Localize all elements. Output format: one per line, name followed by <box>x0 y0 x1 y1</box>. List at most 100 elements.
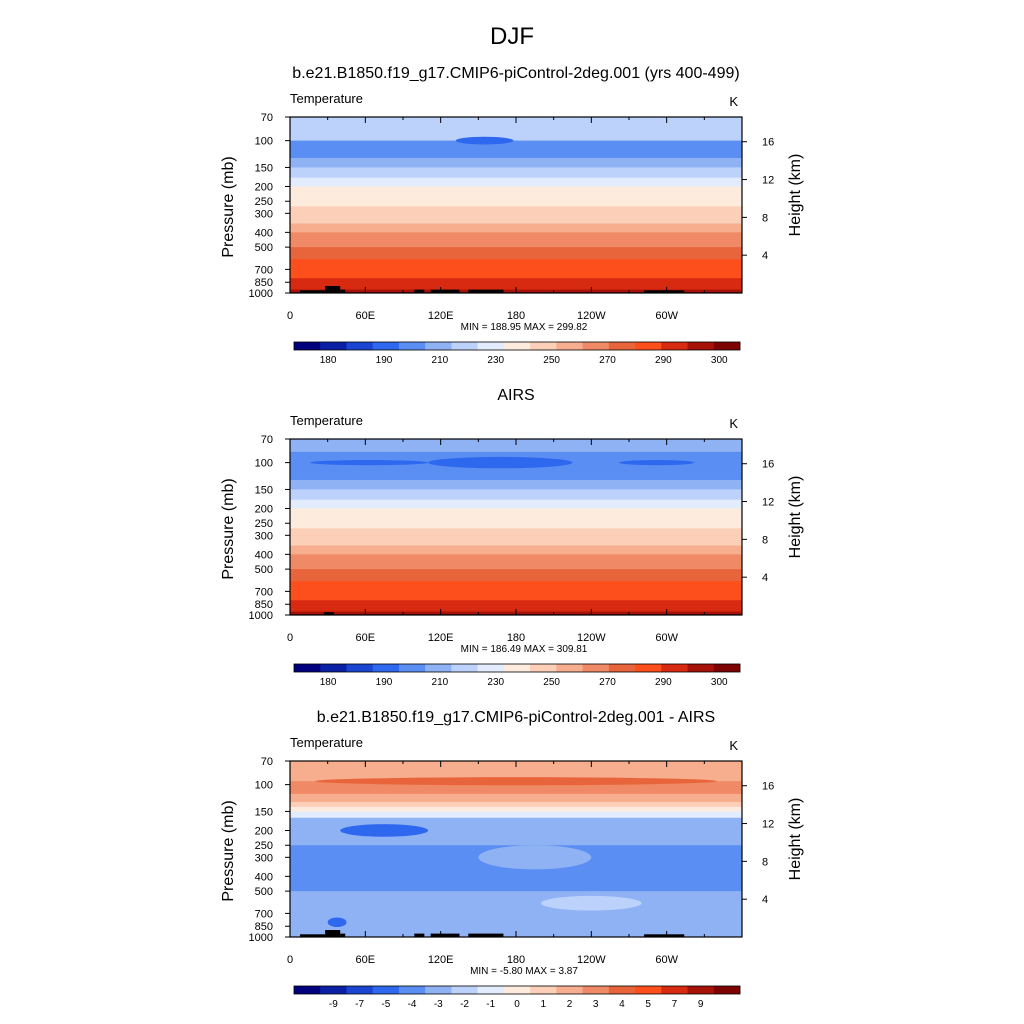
colorbar-swatch <box>372 986 400 994</box>
colorbar-label: 230 <box>487 355 504 366</box>
y-tick-label: 70 <box>261 112 273 124</box>
x-tick-label: 120E <box>428 632 454 644</box>
colorbar-swatch <box>503 664 531 672</box>
contour-band <box>290 761 742 782</box>
colorbar-label: 210 <box>432 355 449 366</box>
y-tick-label: 150 <box>255 806 273 818</box>
y-axis-label: Pressure (mb) <box>220 478 237 579</box>
colorbar-swatch <box>635 664 662 672</box>
panel-3: b.e21.B1850.f19_g17.CMIP6-piControl-2deg… <box>220 709 804 1010</box>
x-tick-label: 0 <box>287 954 293 966</box>
contour-band <box>290 811 742 819</box>
colorbar-swatch <box>346 986 374 994</box>
x-tick-label: 120W <box>577 954 606 966</box>
colorbar-label: 210 <box>432 677 449 688</box>
colorbar-swatch <box>425 342 452 350</box>
min-max-label: MIN = -5.80 MAX = 3.87 <box>470 966 578 977</box>
topography <box>644 934 685 937</box>
colorbar-label: -4 <box>408 999 417 1010</box>
colorbar-label: 300 <box>711 677 728 688</box>
topography <box>325 930 341 937</box>
units-label: K <box>729 416 738 431</box>
min-max-label: MIN = 188.95 MAX = 299.82 <box>461 322 588 333</box>
colorbar-label: 250 <box>543 355 560 366</box>
topography <box>414 289 425 293</box>
contour-feature <box>618 460 695 466</box>
topography <box>300 290 326 293</box>
colorbar-label: 270 <box>599 355 616 366</box>
x-tick-label: 120W <box>577 632 606 644</box>
y2-tick-label: 12 <box>762 175 774 187</box>
colorbar-label: 180 <box>320 677 337 688</box>
contour-band <box>290 129 742 142</box>
contour-band <box>290 186 742 200</box>
colorbar-swatch <box>608 342 636 350</box>
colorbar-frame <box>293 341 741 351</box>
colorbar-swatch <box>687 664 715 672</box>
y-tick-label: 250 <box>255 840 273 852</box>
colorbar-swatch <box>530 342 557 350</box>
contour-band <box>290 535 742 547</box>
colorbar-swatch <box>398 664 426 672</box>
contour-band <box>290 793 742 803</box>
colorbar-label: -9 <box>329 999 338 1010</box>
colorbar-label: -5 <box>381 999 390 1010</box>
contour-feature <box>327 917 347 928</box>
y-tick-label: 500 <box>255 886 273 898</box>
colorbar-swatch <box>320 986 347 994</box>
colorbar-swatch <box>713 342 741 350</box>
contour-band <box>290 278 742 287</box>
y-tick-label: 1000 <box>249 932 273 944</box>
colorbar-swatch <box>635 986 662 994</box>
y-tick-label: 100 <box>255 780 273 792</box>
contour-band <box>290 891 742 909</box>
colorbar-swatch <box>661 986 688 994</box>
y-tick-label: 1000 <box>249 288 273 300</box>
y-tick-label: 400 <box>255 227 273 239</box>
contour-band <box>290 462 742 481</box>
contour-band <box>290 528 742 536</box>
colorbar-frame <box>293 663 741 673</box>
colorbar-swatch <box>398 986 426 994</box>
y2-tick-label: 16 <box>762 137 774 149</box>
x-tick-label: 60E <box>356 954 376 966</box>
colorbar-swatch <box>398 342 426 350</box>
topography <box>430 289 460 293</box>
x-tick-label: 60W <box>655 954 678 966</box>
colorbar-swatch <box>687 342 715 350</box>
y-tick-label: 70 <box>261 756 273 768</box>
contour-band <box>290 562 742 570</box>
colorbar-swatch <box>582 986 610 994</box>
contour-band <box>290 479 742 490</box>
contour-band <box>290 117 742 131</box>
x-tick-label: 180 <box>507 954 525 966</box>
colorbar-swatch <box>503 342 531 350</box>
y2-tick-label: 12 <box>762 497 774 509</box>
colorbar-swatch <box>530 986 557 994</box>
y-tick-label: 700 <box>255 908 273 920</box>
y-tick-label: 100 <box>255 458 273 470</box>
colorbar-swatch <box>425 986 452 994</box>
contour-feature <box>541 895 642 911</box>
y-tick-label: 850 <box>255 599 273 611</box>
colorbar-swatch <box>477 986 505 994</box>
topography <box>414 933 425 937</box>
contour-band <box>290 240 742 248</box>
x-tick-label: 60W <box>655 310 678 322</box>
left-string: Temperature <box>290 735 363 750</box>
colorbar-swatch <box>608 664 636 672</box>
colorbar-swatch <box>451 664 478 672</box>
colorbar-label: 0 <box>514 999 520 1010</box>
topography <box>430 933 460 937</box>
colorbar-label: 190 <box>376 355 393 366</box>
colorbar-swatch <box>503 986 531 994</box>
colorbar-swatch <box>477 342 505 350</box>
colorbar-frame <box>293 985 741 995</box>
colorbar: -9 -7 -5 -4 -3 -2 -1 0 1 2 3 4 5 7 9 <box>293 985 741 1010</box>
colorbar-swatch <box>635 342 662 350</box>
units-label: K <box>729 94 738 109</box>
contour-band <box>290 439 742 453</box>
left-string: Temperature <box>290 413 363 428</box>
x-tick-label: 60E <box>356 632 376 644</box>
colorbar-swatch <box>556 342 583 350</box>
